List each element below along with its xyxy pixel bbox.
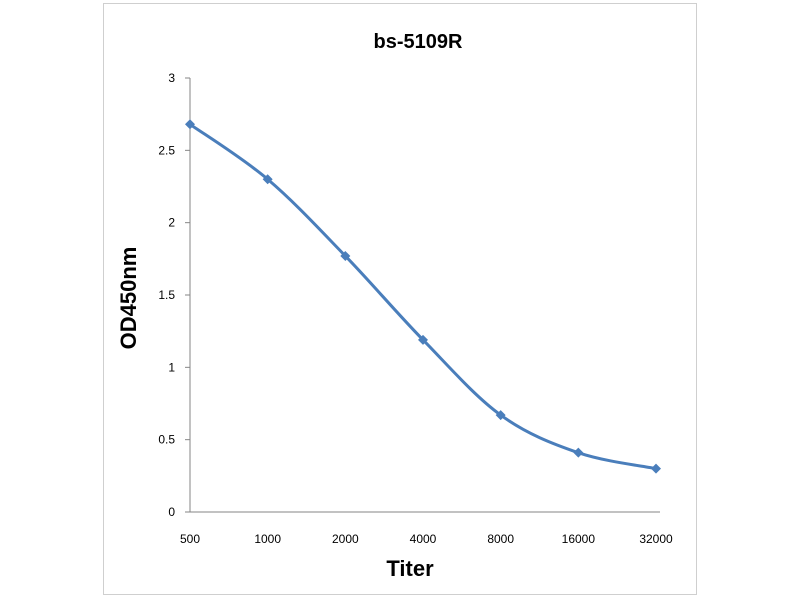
data-point-marker [262, 174, 273, 185]
x-tick-label: 4000 [410, 532, 437, 546]
x-tick-label: 2000 [332, 532, 359, 546]
y-tick-label: 0 [168, 505, 175, 519]
y-tick-label: 2.5 [158, 143, 175, 157]
y-axis-label: OD450nm [116, 247, 141, 350]
x-tick-label: 1000 [254, 532, 281, 546]
y-tick-label: 2 [168, 216, 175, 230]
data-point-marker [185, 119, 195, 130]
data-point-marker [418, 334, 428, 345]
data-point-marker [340, 250, 351, 261]
x-tick-label: 16000 [562, 532, 596, 546]
series-line [188, 122, 658, 471]
x-axis-label: Titer [386, 556, 434, 581]
y-tick-label: 0.5 [158, 433, 175, 447]
y-tick-label: 1.5 [158, 288, 175, 302]
y-tick-label: 1 [168, 360, 175, 374]
data-point-marker [573, 447, 584, 458]
x-tick-label: 500 [180, 532, 200, 546]
data-point-marker [651, 463, 661, 474]
x-axis-ticks: 500 1000 2000 4000 8000 16000 32000 [180, 532, 673, 546]
series-markers [185, 119, 661, 474]
x-tick-label: 32000 [639, 532, 673, 546]
x-tick-label: 8000 [487, 532, 514, 546]
y-axis-ticks: 0 0.5 1 1.5 2 2.5 3 [158, 71, 190, 519]
y-tick-label: 3 [168, 71, 175, 85]
data-point-marker [495, 410, 506, 421]
chart-frame [103, 3, 697, 595]
chart-title: bs-5109R [374, 31, 463, 53]
